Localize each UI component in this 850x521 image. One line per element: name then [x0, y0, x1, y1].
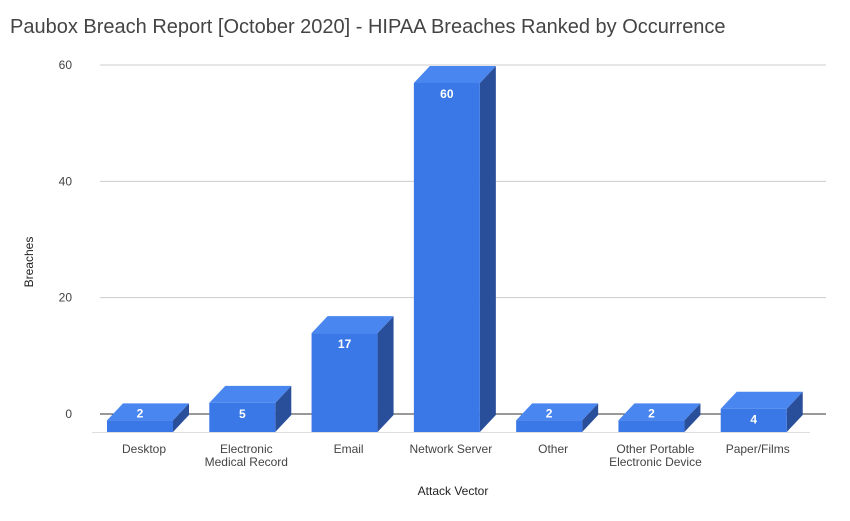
bar-side: [582, 403, 599, 432]
bar-side: [275, 385, 292, 432]
y-tick-label: 20: [59, 291, 73, 305]
x-tick-label: Other Portable Electronic Device: [609, 442, 702, 469]
y-tick-label: 40: [59, 174, 73, 188]
bar: 2: [107, 403, 189, 432]
bar-top: [107, 403, 189, 421]
x-tick-label: Paper/Films: [726, 442, 790, 456]
x-tick-label: Other: [538, 442, 568, 456]
x-tick-label: Electronic Medical Record: [205, 442, 288, 469]
bar-side: [377, 316, 394, 432]
x-tick-line: Electronic: [220, 442, 273, 456]
data-label: 2: [137, 406, 144, 420]
bar-top: [618, 403, 701, 421]
bar-front: [107, 420, 173, 432]
x-tick-line: Paper/Films: [726, 442, 790, 456]
y-tick-labels: 0 20 40 60: [59, 58, 73, 421]
y-axis-title: Breaches: [22, 237, 36, 288]
bar-front: [618, 420, 685, 432]
bar-front: [209, 402, 276, 432]
bar-side: [479, 66, 496, 432]
y-tick-label: 60: [59, 58, 73, 72]
bar-top: [413, 66, 496, 83]
bar-side: [684, 403, 701, 432]
y-tick-label: 0: [65, 407, 72, 421]
x-tick-line: Other Portable: [616, 442, 694, 456]
bar-top: [516, 403, 599, 421]
x-tick-labels: Desktop Electronic Medical Record Email Netw…: [122, 442, 790, 469]
x-tick-label: Desktop: [122, 442, 166, 456]
chart-title: Paubox Breach Report [October 2020] - HI…: [10, 16, 726, 38]
x-tick-line: Desktop: [122, 442, 166, 456]
data-label: 5: [239, 407, 246, 421]
x-tick-label: Email: [334, 442, 364, 456]
x-tick-line: Other: [538, 442, 568, 456]
data-label: 2: [648, 406, 655, 420]
bar-front: [413, 83, 480, 432]
bar-front: [720, 408, 787, 432]
x-tick-line: Email: [334, 442, 364, 456]
x-tick-line: Medical Record: [205, 455, 288, 469]
bar: 60: [413, 66, 496, 432]
data-label: 4: [750, 413, 757, 427]
bar: 4: [720, 391, 803, 432]
data-label: 17: [338, 337, 352, 351]
bars: 2 5 17 60 2 2 4: [107, 66, 803, 432]
bar-top: [311, 316, 394, 334]
x-tick-line: Electronic Device: [609, 455, 702, 469]
data-label: 60: [440, 87, 454, 101]
bar: 5: [209, 385, 292, 432]
bar-side: [786, 391, 803, 432]
data-label: 2: [546, 406, 553, 420]
bar: 17: [311, 316, 394, 432]
bar-front: [311, 333, 378, 432]
bar-side: [173, 403, 189, 432]
x-axis-title: Attack Vector: [418, 484, 489, 498]
x-tick-line: Network Server: [410, 442, 493, 456]
bar-front: [516, 420, 583, 432]
bar: 2: [618, 403, 701, 432]
bar-top: [720, 391, 803, 409]
x-tick-label: Network Server: [410, 442, 493, 456]
bar-top: [209, 385, 292, 403]
bar: 2: [516, 403, 599, 432]
